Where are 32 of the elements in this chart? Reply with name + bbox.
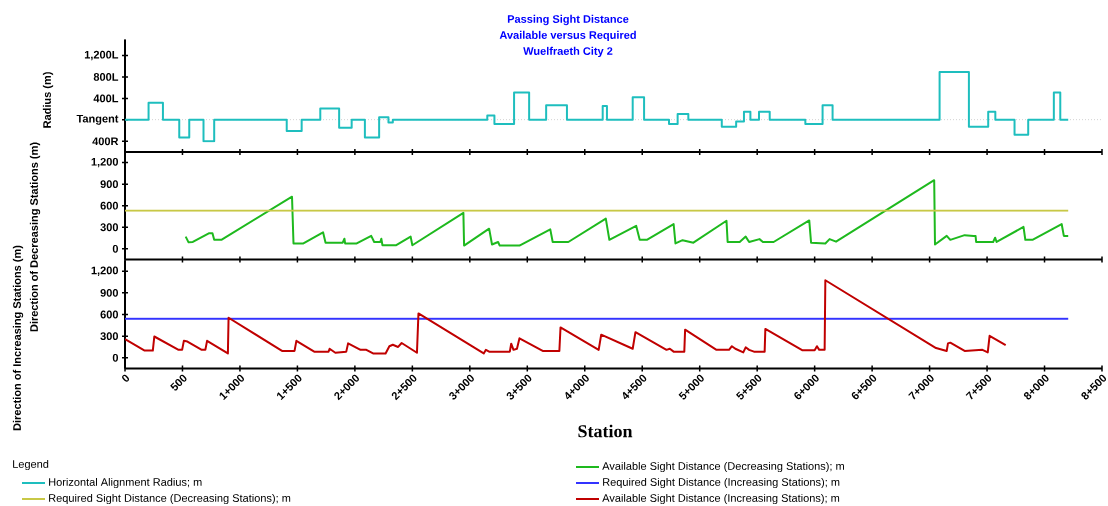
y-tick-label: 600 [100, 310, 119, 319]
legend-label: Required Sight Distance (Decreasing Stations); m [49, 493, 291, 505]
y-tick-label: 600 [100, 201, 119, 210]
y-axis-title: Direction of Decreasing Stations (m) [29, 142, 41, 332]
y-tick-label: 0 [112, 244, 119, 253]
annotation: Wuelfraeth City 2 [523, 46, 613, 58]
y-tick-label: 900 [100, 180, 119, 189]
y-tick-label: 1,200L [84, 50, 119, 61]
y-axis-title: Radius (m) [42, 72, 54, 128]
y-tick-label: Tangent [76, 114, 119, 125]
legend-label: Required Sight Distance (Increasing Stations); m [603, 477, 840, 489]
y-tick-label: 300 [100, 332, 119, 341]
y-tick-label: 900 [100, 288, 119, 297]
legend-label: Available Sight Distance (Decreasing Stations); m [602, 461, 844, 473]
y-tick-label: 0 [112, 353, 119, 362]
y-tick-label: 1,200 [91, 157, 119, 168]
legend-label: Available Sight Distance (Increasing Stations); m [602, 493, 840, 505]
y-tick-label: 1,200 [91, 266, 119, 276]
y-tick-label: 300 [100, 223, 119, 232]
line-series [125, 279, 1007, 355]
chart-subtitle: Available versus Required [499, 30, 636, 42]
y-axis-title: Direction of Increasing Stations (m) [12, 245, 24, 431]
chart-title: Passing Sight Distance [507, 14, 629, 26]
line-series [184, 179, 1070, 247]
x-tick-label: 500 [170, 374, 187, 391]
x-axis-title: Station [578, 424, 633, 438]
legend-label: Horizontal Alignment Radius; m [49, 477, 202, 489]
y-tick-label: 400R [92, 137, 119, 146]
legend-title: Legend [13, 459, 49, 471]
y-tick-label: 800L [93, 73, 119, 81]
x-tick-label: 0 [122, 374, 130, 382]
y-tick-label: 400L [93, 94, 119, 103]
